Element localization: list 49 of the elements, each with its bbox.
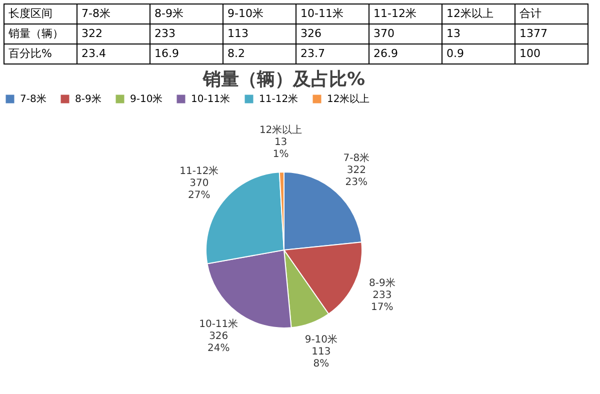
- text: 24%: [208, 342, 230, 354]
- text: 27%: [188, 190, 210, 202]
- text: 13: [446, 27, 460, 40]
- text: 8%: [313, 358, 330, 370]
- data-label: 326: [209, 330, 228, 342]
- slice-label: 10-11米: [199, 318, 238, 330]
- text: 322: [82, 27, 102, 40]
- data-label: 13: [274, 137, 288, 148]
- text: 8.2: [228, 47, 245, 60]
- category-label: 9-10米: [228, 7, 264, 20]
- category-label: 销量（辆）: [8, 27, 64, 40]
- legend-label: 9-10米: [130, 93, 163, 105]
- text: 17%: [371, 302, 394, 314]
- data-label: 233: [372, 290, 392, 302]
- slice-label: 11-12米: [180, 165, 219, 178]
- text: 23.4: [82, 47, 106, 60]
- text: 370: [374, 27, 394, 40]
- legend-label: 7-8米: [20, 93, 46, 105]
- text: 26.9: [374, 47, 398, 60]
- text: 16.9: [154, 47, 179, 60]
- text: 23.7: [300, 47, 325, 60]
- data-label: 113: [312, 346, 331, 358]
- legend-label: 10-11米: [191, 93, 230, 105]
- category-label: 百分比%: [8, 47, 52, 60]
- text: 1%: [272, 149, 289, 160]
- text: 0.9: [446, 47, 464, 60]
- category-label: 7-8米: [82, 7, 110, 20]
- category-label: 8-9米: [154, 7, 184, 20]
- category-label: 长度区间: [8, 7, 52, 20]
- slice-label: 8-9米: [368, 277, 396, 290]
- legend-label: 8-9米: [75, 93, 102, 105]
- text: 326: [300, 27, 322, 40]
- text: 113: [228, 27, 248, 40]
- data-label: 322: [346, 164, 366, 176]
- legend-label: 12米以上: [327, 93, 370, 105]
- category-label: 12米以上: [446, 7, 494, 20]
- chart-title: 销量（辆）及占比%: [202, 69, 366, 90]
- data-label: 370: [190, 178, 209, 190]
- slice-label: 9-10米: [304, 333, 338, 346]
- text: 233: [154, 27, 176, 40]
- category-label: 11-12米: [374, 7, 416, 20]
- legend-label: 11-12米: [259, 93, 298, 105]
- slice-label: 12米以上: [259, 124, 302, 136]
- text: 23%: [345, 176, 368, 188]
- category-label: 10-11米: [300, 7, 344, 20]
- text: 100: [520, 47, 540, 60]
- text: 1377: [520, 27, 548, 40]
- slice-label: 7-8米: [343, 152, 370, 164]
- category-label: 合计: [520, 7, 542, 20]
